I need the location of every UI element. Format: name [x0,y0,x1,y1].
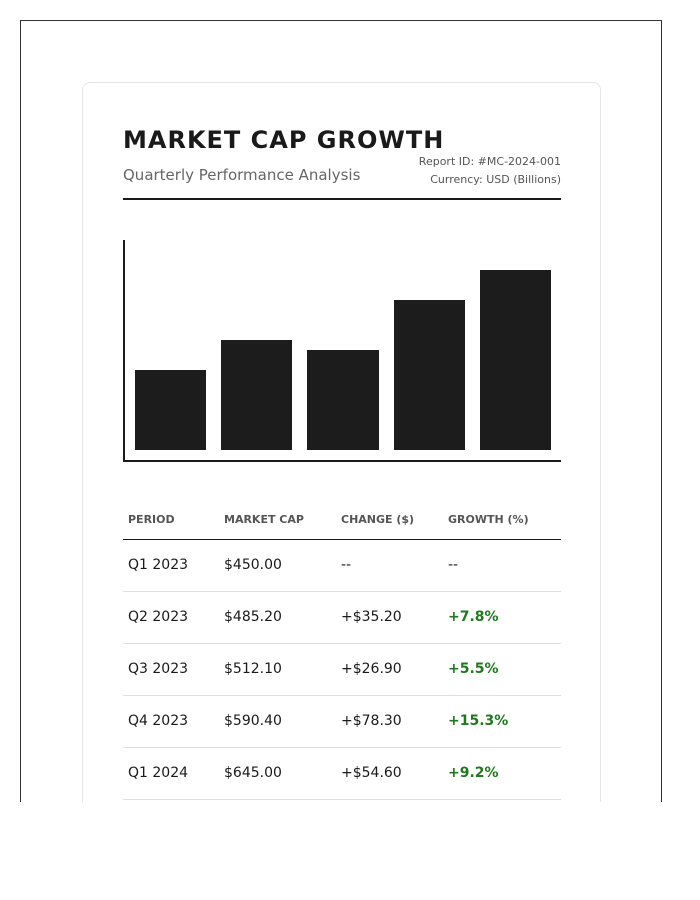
table-row: Q2 2023 $485.20 +$35.20 +7.8% [123,591,561,644]
currency-label: Currency: USD (Billions) [430,173,561,186]
cell-market-cap: $590.40 [219,695,336,748]
table-row: Q4 2023 $590.40 +$78.30 +15.3% [123,695,561,748]
bar-chart [123,240,561,462]
report-viewport: MARKET CAP GROWTH Quarterly Performance … [20,20,662,802]
report-header: MARKET CAP GROWTH Quarterly Performance … [123,123,561,200]
table-header-row: PERIOD MARKET CAP CHANGE ($) GROWTH (%) [123,500,561,540]
cell-growth: +5.5% [443,643,561,696]
cell-period: Q1 2024 [123,747,219,800]
chart-bar-q1-2023 [135,370,206,450]
table-row: Q1 2024 $645.00 +$54.60 +9.2% [123,747,561,800]
cell-change: +$54.60 [336,747,443,800]
chart-bar-q2-2023 [221,340,292,450]
cell-period: Q4 2023 [123,695,219,748]
cell-market-cap: $450.00 [219,539,336,592]
page-title: MARKET CAP GROWTH [123,126,445,154]
chart-bar-q3-2023 [307,350,379,450]
report-meta: Report ID: #MC-2024-001 Currency: USD (B… [419,153,561,189]
chart-bar-q1-2024 [480,270,551,450]
cell-market-cap: $512.10 [219,643,336,696]
cell-change: -- [336,539,443,592]
cell-period: Q2 2023 [123,591,219,644]
report-card: MARKET CAP GROWTH Quarterly Performance … [82,82,601,802]
cell-market-cap: $645.00 [219,747,336,800]
cell-change: +$78.30 [336,695,443,748]
column-header-market-cap: MARKET CAP [219,500,336,540]
cell-change: +$26.90 [336,643,443,696]
cell-period: Q1 2023 [123,539,219,592]
chart-bar-q4-2023 [394,300,465,450]
cell-change: +$35.20 [336,591,443,644]
cell-growth: +15.3% [443,695,561,748]
column-header-period: PERIOD [123,500,219,540]
column-header-growth: GROWTH (%) [443,500,561,540]
cell-growth: +9.2% [443,747,561,800]
market-cap-table: PERIOD MARKET CAP CHANGE ($) GROWTH (%) … [123,500,561,800]
report-id: Report ID: #MC-2024-001 [418,155,561,168]
cell-market-cap: $485.20 [219,591,336,644]
cell-growth: +7.8% [443,591,561,644]
cell-growth: -- [443,539,561,592]
table-row: Q3 2023 $512.10 +$26.90 +5.5% [123,643,561,696]
column-header-change: CHANGE ($) [336,500,443,540]
table-row: Q1 2023 $450.00 -- -- [123,539,561,592]
cell-period: Q3 2023 [123,643,219,696]
page-subtitle: Quarterly Performance Analysis [123,166,361,184]
